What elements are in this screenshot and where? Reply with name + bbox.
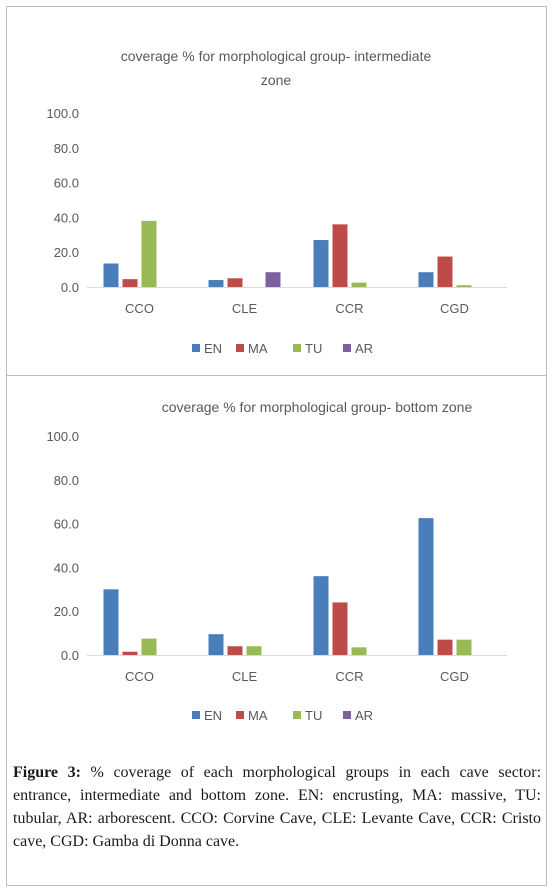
- chart-1-bar-ma-cle: [227, 646, 243, 655]
- chart-1-ytick-0: 0.0: [61, 648, 79, 663]
- chart-0-ytick-4: 80.0: [54, 141, 79, 156]
- chart-0-bar-en-ccr: [313, 240, 329, 287]
- chart-1-legend-label-ma: MA: [248, 708, 268, 723]
- chart-0-bar-ma-cgd: [437, 256, 453, 287]
- chart-1-legend-swatch-tu: [293, 711, 301, 719]
- figure-caption: Figure 3: % coverage of each morphologic…: [13, 761, 541, 853]
- chart-1-category-cgd: CGD: [440, 669, 469, 684]
- chart-0-bar-tu-ccr: [351, 282, 367, 287]
- chart-0-ytick-5: 100.0: [46, 106, 79, 121]
- chart-1-category-cle: CLE: [232, 669, 258, 684]
- chart-1-bar-tu-cgd: [456, 639, 472, 655]
- chart-0-bar-en-cle: [208, 280, 224, 287]
- chart-0-bar-en-cco: [103, 263, 119, 287]
- chart-0-legend-swatch-ma: [236, 344, 244, 352]
- chart-1-bar-ma-cgd: [437, 639, 453, 655]
- chart-0-legend-swatch-en: [192, 344, 200, 352]
- chart-1-bar-en-cgd: [418, 518, 434, 655]
- chart-1-ytick-5: 100.0: [46, 429, 79, 444]
- chart-bottom-zone: coverage % for morphological group- bott…: [7, 378, 546, 743]
- chart-0-legend-label-tu: TU: [305, 341, 322, 356]
- chart-0-ytick-2: 40.0: [54, 210, 79, 225]
- chart-1-bar-tu-cco: [141, 638, 157, 655]
- chart-0-legend-label-ar: AR: [355, 341, 373, 356]
- chart-0-title-line-0: coverage % for morphological group- inte…: [121, 48, 432, 64]
- chart-1-legend-swatch-en: [192, 711, 200, 719]
- chart-0-category-cle: CLE: [232, 301, 258, 316]
- chart-0-category-cco: CCO: [125, 301, 154, 316]
- chart-0-bar-ma-cle: [227, 278, 243, 287]
- chart-1-ytick-1: 20.0: [54, 604, 79, 619]
- chart-0-category-cgd: CGD: [440, 301, 469, 316]
- chart-0-legend-label-en: EN: [204, 341, 222, 356]
- chart-0-bar-tu-cgd: [456, 285, 472, 287]
- chart-0-ytick-3: 60.0: [54, 176, 79, 191]
- chart-1-bar-en-ccr: [313, 576, 329, 655]
- chart-0-category-ccr: CCR: [335, 301, 363, 316]
- chart-1-bar-tu-ccr: [351, 647, 367, 655]
- chart-1-legend-label-tu: TU: [305, 708, 322, 723]
- chart-intermediate-zone: coverage % for morphological group- inte…: [7, 7, 546, 373]
- chart-intermediate-svg: coverage % for morphological group- inte…: [46, 48, 507, 356]
- chart-1-bar-en-cle: [208, 634, 224, 655]
- chart-0-bar-tu-cco: [141, 220, 157, 287]
- chart-1-bar-en-cco: [103, 589, 119, 655]
- chart-1-ytick-4: 80.0: [54, 473, 79, 488]
- chart-0-legend-swatch-ar: [343, 344, 351, 352]
- chart-0-bar-en-cgd: [418, 272, 434, 287]
- caption-text: % coverage of each morphological groups …: [13, 764, 542, 850]
- chart-1-category-cco: CCO: [125, 669, 154, 684]
- chart-0-legend-swatch-tu: [293, 344, 301, 352]
- chart-0-bar-ar-cle: [265, 272, 281, 287]
- chart-1-bar-ma-cco: [122, 651, 138, 655]
- chart-0-bar-ma-cco: [122, 279, 138, 287]
- chart-0-ytick-0: 0.0: [61, 280, 79, 295]
- chart-separator: [7, 375, 546, 376]
- caption-label: Figure 3:: [13, 764, 81, 781]
- chart-0-legend-label-ma: MA: [248, 341, 268, 356]
- chart-1-ytick-3: 60.0: [54, 517, 79, 532]
- chart-0-ytick-1: 20.0: [54, 245, 79, 260]
- chart-1-legend-swatch-ar: [343, 711, 351, 719]
- chart-1-bar-ma-ccr: [332, 602, 348, 655]
- chart-1-title-line-0: coverage % for morphological group- bott…: [162, 399, 473, 415]
- chart-1-legend-swatch-ma: [236, 711, 244, 719]
- chart-1-legend-label-ar: AR: [355, 708, 373, 723]
- chart-0-bar-ma-ccr: [332, 224, 348, 287]
- chart-1-bar-tu-cle: [246, 646, 262, 655]
- chart-1-ytick-2: 40.0: [54, 560, 79, 575]
- chart-0-title-line-1: zone: [261, 72, 292, 88]
- figure-frame: [6, 6, 547, 886]
- chart-bottom-svg: coverage % for morphological group- bott…: [46, 399, 507, 723]
- chart-1-category-ccr: CCR: [335, 669, 363, 684]
- chart-1-legend-label-en: EN: [204, 708, 222, 723]
